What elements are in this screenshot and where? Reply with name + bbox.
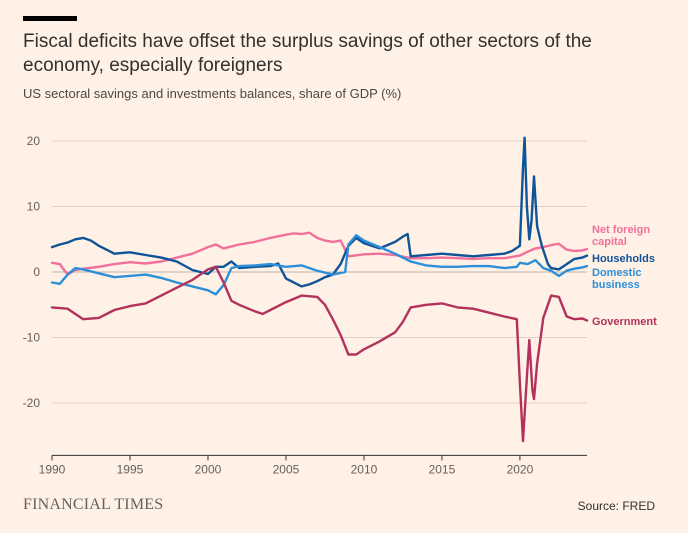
series-label-net-foreign-capital: Net foreign [592,224,650,236]
series-label-households: Households [592,253,655,265]
x-tick-label: 2020 [507,462,534,476]
x-tick-label: 2005 [273,462,300,476]
series-label-domestic-business: business [592,279,640,291]
x-tick-label: 2015 [429,462,456,476]
chart-title: Fiscal deficits have offset the surplus … [23,31,592,76]
series-label-government: Government [592,316,657,328]
y-tick-label: 20 [27,134,41,148]
series-line-net-foreign-capital [50,231,589,276]
chart-subtitle: US sectoral savings and investments bala… [23,86,402,101]
x-tick-label: 2000 [195,462,222,476]
y-tick-label: 0 [33,265,40,279]
series-label-domestic-business: Domestic [592,267,642,279]
brand-logo: FINANCIAL TIMES [23,496,164,513]
source-note: Source: FRED [577,499,655,513]
x-tick-label: 2010 [351,462,378,476]
y-tick-label: -20 [23,396,41,410]
y-tick-label: 10 [27,200,41,214]
series-line-households [50,136,589,288]
series-line-domestic-business [50,234,589,296]
y-tick-label: -10 [23,331,41,345]
series-line-government [50,265,589,443]
x-tick-label: 1995 [117,462,144,476]
series-label-net-foreign-capital: capital [592,236,627,248]
x-tick-label: 1990 [39,462,66,476]
top-accent-bar [23,16,77,21]
